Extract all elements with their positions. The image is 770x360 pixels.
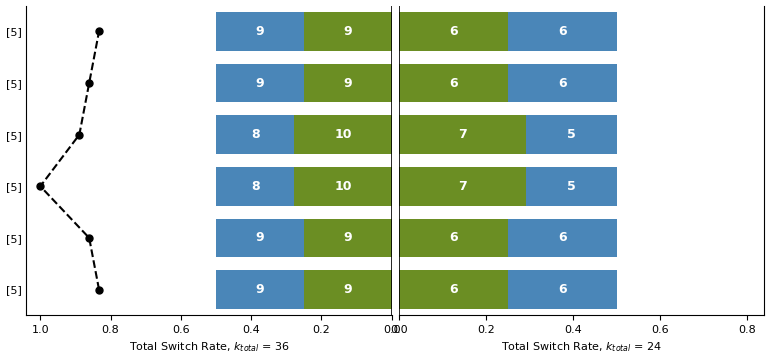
- Text: 9: 9: [343, 77, 352, 90]
- Text: 6: 6: [449, 25, 457, 38]
- Bar: [399, 219, 507, 257]
- Bar: [216, 115, 294, 154]
- Bar: [507, 219, 617, 257]
- Bar: [526, 115, 617, 154]
- Bar: [216, 270, 304, 309]
- Bar: [507, 270, 617, 309]
- Text: 7: 7: [458, 180, 467, 193]
- Bar: [399, 64, 507, 102]
- Bar: [294, 115, 392, 154]
- Text: 7: 7: [458, 128, 467, 141]
- Bar: [399, 270, 507, 309]
- Text: 6: 6: [557, 231, 567, 244]
- Text: 6: 6: [449, 77, 457, 90]
- Bar: [399, 115, 526, 154]
- Text: 6: 6: [557, 77, 567, 90]
- Text: 6: 6: [557, 25, 567, 38]
- Text: 9: 9: [343, 231, 352, 244]
- Text: 6: 6: [449, 231, 457, 244]
- Bar: [216, 167, 294, 206]
- Text: 5: 5: [567, 180, 576, 193]
- Bar: [304, 12, 392, 51]
- Bar: [304, 270, 392, 309]
- Bar: [507, 64, 617, 102]
- Text: 9: 9: [343, 283, 352, 296]
- Text: 9: 9: [256, 25, 264, 38]
- Bar: [216, 64, 304, 102]
- X-axis label: Total Switch Rate, $k_{total}$ = 24: Total Switch Rate, $k_{total}$ = 24: [501, 341, 662, 355]
- Text: 9: 9: [256, 231, 264, 244]
- Bar: [294, 167, 392, 206]
- Bar: [216, 12, 304, 51]
- Bar: [526, 167, 617, 206]
- Text: 6: 6: [449, 283, 457, 296]
- Text: 9: 9: [256, 283, 264, 296]
- Bar: [507, 12, 617, 51]
- Bar: [399, 167, 526, 206]
- Text: 6: 6: [557, 283, 567, 296]
- Text: 9: 9: [343, 25, 352, 38]
- Text: 5: 5: [567, 128, 576, 141]
- Bar: [399, 12, 507, 51]
- X-axis label: Total Switch Rate, $k_{total}$ = 36: Total Switch Rate, $k_{total}$ = 36: [129, 341, 290, 355]
- Text: 8: 8: [251, 180, 259, 193]
- Text: 9: 9: [256, 77, 264, 90]
- Bar: [304, 64, 392, 102]
- Bar: [216, 219, 304, 257]
- Bar: [304, 219, 392, 257]
- Text: 10: 10: [334, 180, 352, 193]
- Text: 8: 8: [251, 128, 259, 141]
- Text: 10: 10: [334, 128, 352, 141]
